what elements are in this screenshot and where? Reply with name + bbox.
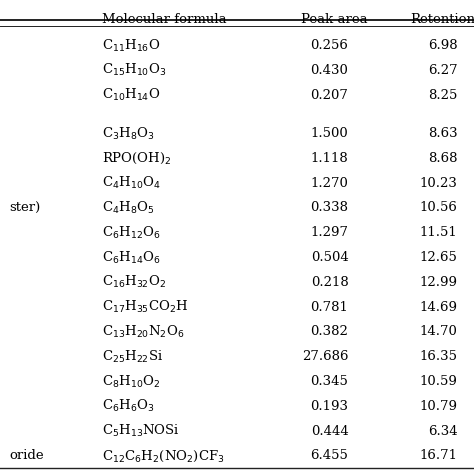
Text: oride: oride bbox=[9, 449, 44, 463]
Text: 0.256: 0.256 bbox=[310, 39, 348, 52]
Text: 14.69: 14.69 bbox=[419, 301, 457, 314]
Text: C$_5$H$_{13}$NOSi: C$_5$H$_{13}$NOSi bbox=[102, 423, 180, 439]
Text: C$_4$H$_8$O$_5$: C$_4$H$_8$O$_5$ bbox=[102, 200, 155, 216]
Text: Molecular formula: Molecular formula bbox=[102, 13, 227, 26]
Text: 6.98: 6.98 bbox=[428, 39, 457, 52]
Text: RPO(OH)$_2$: RPO(OH)$_2$ bbox=[102, 151, 172, 166]
Text: 6.455: 6.455 bbox=[310, 449, 348, 463]
Text: C$_{15}$H$_{10}$O$_3$: C$_{15}$H$_{10}$O$_3$ bbox=[102, 62, 166, 78]
Text: 16.35: 16.35 bbox=[419, 350, 457, 363]
Text: 0.430: 0.430 bbox=[310, 64, 348, 77]
Text: 0.345: 0.345 bbox=[310, 375, 348, 388]
Text: 1.297: 1.297 bbox=[310, 226, 348, 239]
Text: Retention: Retention bbox=[410, 13, 474, 26]
Text: C$_{17}$H$_{35}$CO$_2$H: C$_{17}$H$_{35}$CO$_2$H bbox=[102, 299, 188, 315]
Text: C$_{12}$C$_6$H$_2$(NO$_2$)CF$_3$: C$_{12}$C$_6$H$_2$(NO$_2$)CF$_3$ bbox=[102, 448, 225, 464]
Text: C$_{25}$H$_{22}$Si: C$_{25}$H$_{22}$Si bbox=[102, 349, 163, 365]
Text: 8.68: 8.68 bbox=[428, 152, 457, 165]
Text: 16.71: 16.71 bbox=[419, 449, 457, 463]
Text: Peak area: Peak area bbox=[301, 13, 368, 26]
Text: ster): ster) bbox=[9, 201, 41, 214]
Text: C$_{13}$H$_{20}$N$_2$O$_6$: C$_{13}$H$_{20}$N$_2$O$_6$ bbox=[102, 324, 184, 340]
Text: 1.270: 1.270 bbox=[310, 177, 348, 190]
Text: 12.65: 12.65 bbox=[419, 251, 457, 264]
Text: 6.27: 6.27 bbox=[428, 64, 457, 77]
Text: 10.23: 10.23 bbox=[419, 177, 457, 190]
Text: 0.382: 0.382 bbox=[310, 326, 348, 338]
Text: 0.444: 0.444 bbox=[310, 425, 348, 438]
Text: 11.51: 11.51 bbox=[419, 226, 457, 239]
Text: 1.500: 1.500 bbox=[310, 127, 348, 140]
Text: C$_{10}$H$_{14}$O: C$_{10}$H$_{14}$O bbox=[102, 87, 160, 103]
Text: 0.781: 0.781 bbox=[310, 301, 348, 314]
Text: 1.118: 1.118 bbox=[310, 152, 348, 165]
Text: 12.99: 12.99 bbox=[419, 276, 457, 289]
Text: 10.56: 10.56 bbox=[419, 201, 457, 214]
Text: 8.25: 8.25 bbox=[428, 89, 457, 101]
Text: C$_{16}$H$_{32}$O$_2$: C$_{16}$H$_{32}$O$_2$ bbox=[102, 274, 166, 291]
Text: C$_{11}$H$_{16}$O: C$_{11}$H$_{16}$O bbox=[102, 37, 160, 54]
Text: C$_4$H$_{10}$O$_4$: C$_4$H$_{10}$O$_4$ bbox=[102, 175, 161, 191]
Text: 27.686: 27.686 bbox=[302, 350, 348, 363]
Text: 0.338: 0.338 bbox=[310, 201, 348, 214]
Text: 6.34: 6.34 bbox=[428, 425, 457, 438]
Text: 0.218: 0.218 bbox=[310, 276, 348, 289]
Text: 0.207: 0.207 bbox=[310, 89, 348, 101]
Text: 14.70: 14.70 bbox=[419, 326, 457, 338]
Text: C$_6$H$_{12}$O$_6$: C$_6$H$_{12}$O$_6$ bbox=[102, 225, 161, 241]
Text: C$_6$H$_{14}$O$_6$: C$_6$H$_{14}$O$_6$ bbox=[102, 249, 161, 265]
Text: 8.63: 8.63 bbox=[428, 127, 457, 140]
Text: C$_8$H$_{10}$O$_2$: C$_8$H$_{10}$O$_2$ bbox=[102, 374, 160, 390]
Text: C$_6$H$_6$O$_3$: C$_6$H$_6$O$_3$ bbox=[102, 398, 155, 414]
Text: 10.79: 10.79 bbox=[419, 400, 457, 413]
Text: 10.59: 10.59 bbox=[419, 375, 457, 388]
Text: 0.504: 0.504 bbox=[310, 251, 348, 264]
Text: C$_3$H$_8$O$_3$: C$_3$H$_8$O$_3$ bbox=[102, 126, 155, 142]
Text: 0.193: 0.193 bbox=[310, 400, 348, 413]
